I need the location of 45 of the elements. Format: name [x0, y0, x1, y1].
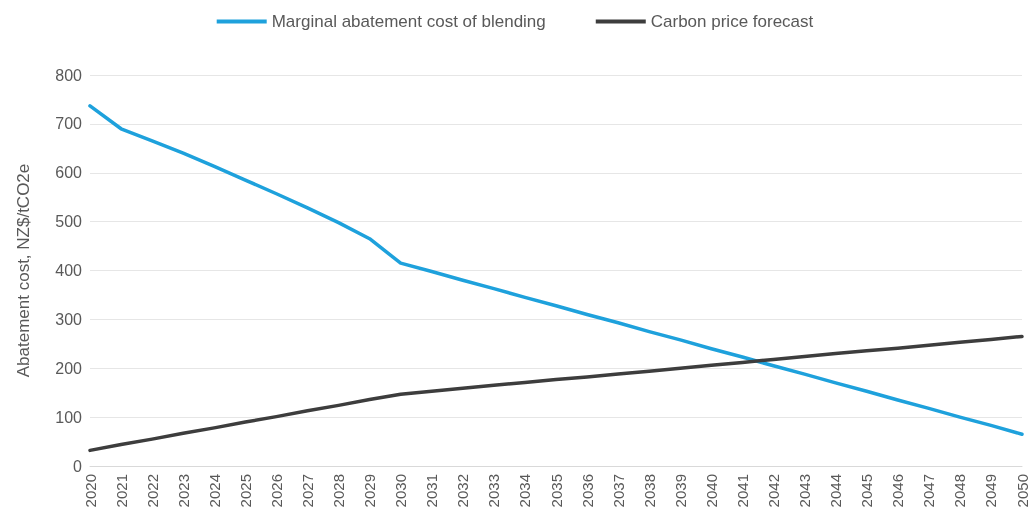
x-tick-label: 2032 [454, 474, 472, 508]
x-tick-label: 2050 [1013, 474, 1030, 508]
x-tick-label: 2039 [671, 474, 689, 508]
x-tick-label: 2046 [889, 474, 907, 508]
x-tick-label: 2020 [81, 474, 99, 508]
x-tick-label: 2040 [702, 474, 720, 508]
x-tick-label: 2029 [361, 474, 379, 508]
x-tick-label: 2042 [764, 474, 782, 508]
x-tick-label: 2026 [267, 474, 285, 508]
x-tick-label: 2041 [733, 474, 751, 508]
x-tick-label: 2027 [298, 474, 316, 508]
line-series [88, 334, 1024, 453]
line-series [88, 104, 1024, 436]
x-tick-label: 2030 [392, 474, 410, 508]
x-tick-label: 2048 [951, 474, 969, 508]
legend-label: Carbon price forecast [650, 12, 814, 31]
x-tick-label: 2022 [143, 474, 161, 508]
x-tick-label: 2036 [578, 474, 596, 508]
y-tick-label: 0 [73, 457, 83, 475]
y-tick-label: 300 [55, 310, 83, 328]
x-tick-label: 2038 [640, 474, 658, 508]
y-tick-label: 700 [55, 115, 83, 133]
y-tick-label: 800 [55, 66, 83, 84]
x-tick-label: 2028 [330, 474, 348, 508]
x-tick-label: 2047 [920, 474, 938, 508]
legend-label: Marginal abatement cost of blending [271, 12, 546, 31]
x-tick-label: 2045 [858, 474, 876, 508]
x-tick-label: 2031 [423, 474, 441, 508]
y-tick-label: 200 [55, 359, 83, 377]
y-tick-label: 500 [55, 213, 83, 231]
x-tick-label: 2043 [796, 474, 814, 508]
x-tick-label: 2037 [609, 474, 627, 508]
x-tick-label: 2025 [236, 474, 254, 508]
y-axis-title: Abatement cost, NZ$/tCO2e [14, 163, 33, 378]
x-tick-label: 2023 [174, 474, 192, 508]
y-tick-label: 400 [55, 262, 83, 279]
x-tick-label: 2033 [485, 474, 503, 508]
x-tick-label: 2049 [982, 474, 1000, 508]
x-tick-label: 2035 [547, 474, 565, 508]
y-tick-label: 600 [55, 164, 83, 182]
x-tick-label: 2044 [827, 474, 845, 508]
y-tick-label: 100 [55, 408, 83, 426]
x-tick-label: 2024 [205, 474, 223, 508]
x-tick-label: 2021 [112, 474, 130, 508]
x-tick-label: 2034 [516, 474, 534, 508]
